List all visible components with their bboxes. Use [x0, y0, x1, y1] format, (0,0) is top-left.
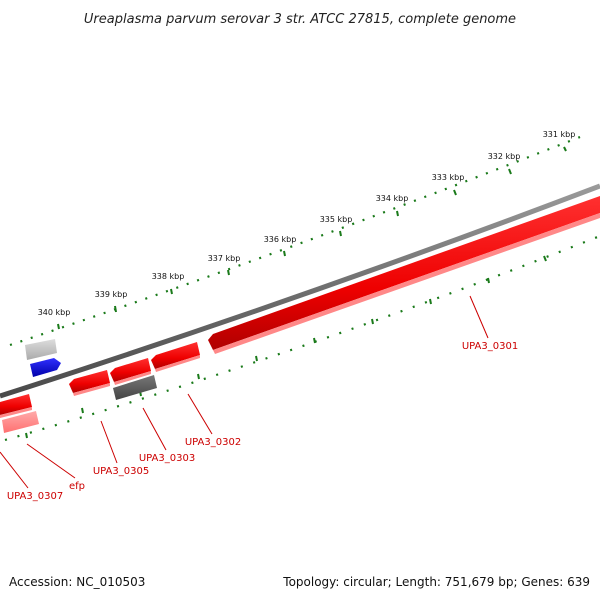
genome-backbone	[0, 183, 600, 399]
gene-shadow	[73, 383, 110, 396]
tick-mark	[453, 189, 457, 196]
tick-label: 335 kbp	[320, 215, 353, 224]
tick-mark	[81, 407, 84, 414]
reverse-features	[0, 196, 600, 433]
gene-UPA3_0302[interactable]	[151, 342, 200, 369]
leader-line	[0, 451, 29, 489]
tick-label: 337 kbp	[208, 254, 241, 263]
gene-label-UPA3_0302[interactable]: UPA3_0302	[185, 437, 241, 448]
tick-mark	[25, 432, 28, 439]
tick-mark	[170, 288, 173, 295]
tick-label: 339 kbp	[95, 290, 128, 299]
gene-label-UPA3_0303[interactable]: UPA3_0303	[139, 453, 195, 464]
tick-label: 331 kbp	[543, 130, 576, 139]
tick-mark	[396, 210, 399, 217]
accession-text: Accession: NC_010503	[9, 575, 145, 589]
leader-line	[142, 407, 167, 451]
map-title: Ureaplasma parvum serovar 3 str. ATCC 27…	[84, 12, 516, 27]
topology-text: Topology: circular; Length: 751,679 bp; …	[282, 575, 590, 589]
gene-shadow	[155, 355, 200, 372]
tick-mark	[508, 168, 512, 175]
outer-scale-dots	[9, 135, 581, 347]
gene-labels: UPA3_0301 UPA3_0302 UPA3_0303 UPA3_0305 …	[7, 341, 518, 502]
tick-mark	[543, 255, 547, 262]
gene-shadow	[213, 213, 600, 354]
tick-label: 333 kbp	[432, 173, 465, 182]
tick-mark	[197, 373, 200, 380]
tick-mark	[563, 146, 567, 152]
tick-label: 340 kbp	[38, 308, 71, 317]
tick-mark	[339, 230, 342, 237]
leader-line	[469, 295, 489, 339]
pseudogene-feature[interactable]	[113, 375, 157, 400]
outer-major-ticks	[57, 146, 567, 330]
gene-shadow	[114, 371, 151, 385]
tick-mark	[227, 269, 230, 276]
tick-label: 338 kbp	[152, 272, 185, 281]
gene-label-efp[interactable]: efp	[69, 481, 85, 492]
tick-mark	[283, 250, 286, 257]
gene-feature-gray[interactable]	[25, 339, 57, 360]
leader-line	[100, 420, 118, 464]
inner-scale-dots	[4, 234, 600, 442]
gene-UPA3_0303[interactable]	[110, 358, 151, 382]
gene-UPA3_0307[interactable]	[2, 411, 39, 433]
tick-mark	[429, 298, 432, 305]
tick-mark	[313, 337, 316, 344]
tick-label: 334 kbp	[376, 194, 409, 203]
gene-UPA3_0305[interactable]	[69, 370, 110, 393]
leader-line	[187, 393, 213, 435]
gene-label-UPA3_0307[interactable]: UPA3_0307	[7, 491, 63, 502]
tick-mark	[371, 318, 374, 325]
tick-mark	[114, 305, 117, 313]
leader-line	[26, 443, 76, 479]
gene-UPA3_0301[interactable]	[208, 196, 600, 350]
gene-shadow	[0, 407, 32, 418]
gene-label-UPA3_0305[interactable]: UPA3_0305	[93, 466, 149, 477]
label-leaders	[0, 295, 489, 489]
rna-gene-feature[interactable]	[30, 358, 61, 377]
scale-labels: 331 kbp 332 kbp 333 kbp 334 kbp 335 kbp …	[38, 130, 576, 317]
tick-mark	[57, 323, 60, 330]
forward-features	[25, 339, 61, 377]
gene-label-UPA3_0301[interactable]: UPA3_0301	[462, 341, 518, 352]
gene-efp[interactable]	[0, 394, 32, 415]
tick-mark	[487, 277, 490, 284]
tick-label: 332 kbp	[488, 152, 521, 161]
tick-mark	[255, 355, 258, 362]
tick-label: 336 kbp	[264, 235, 297, 244]
